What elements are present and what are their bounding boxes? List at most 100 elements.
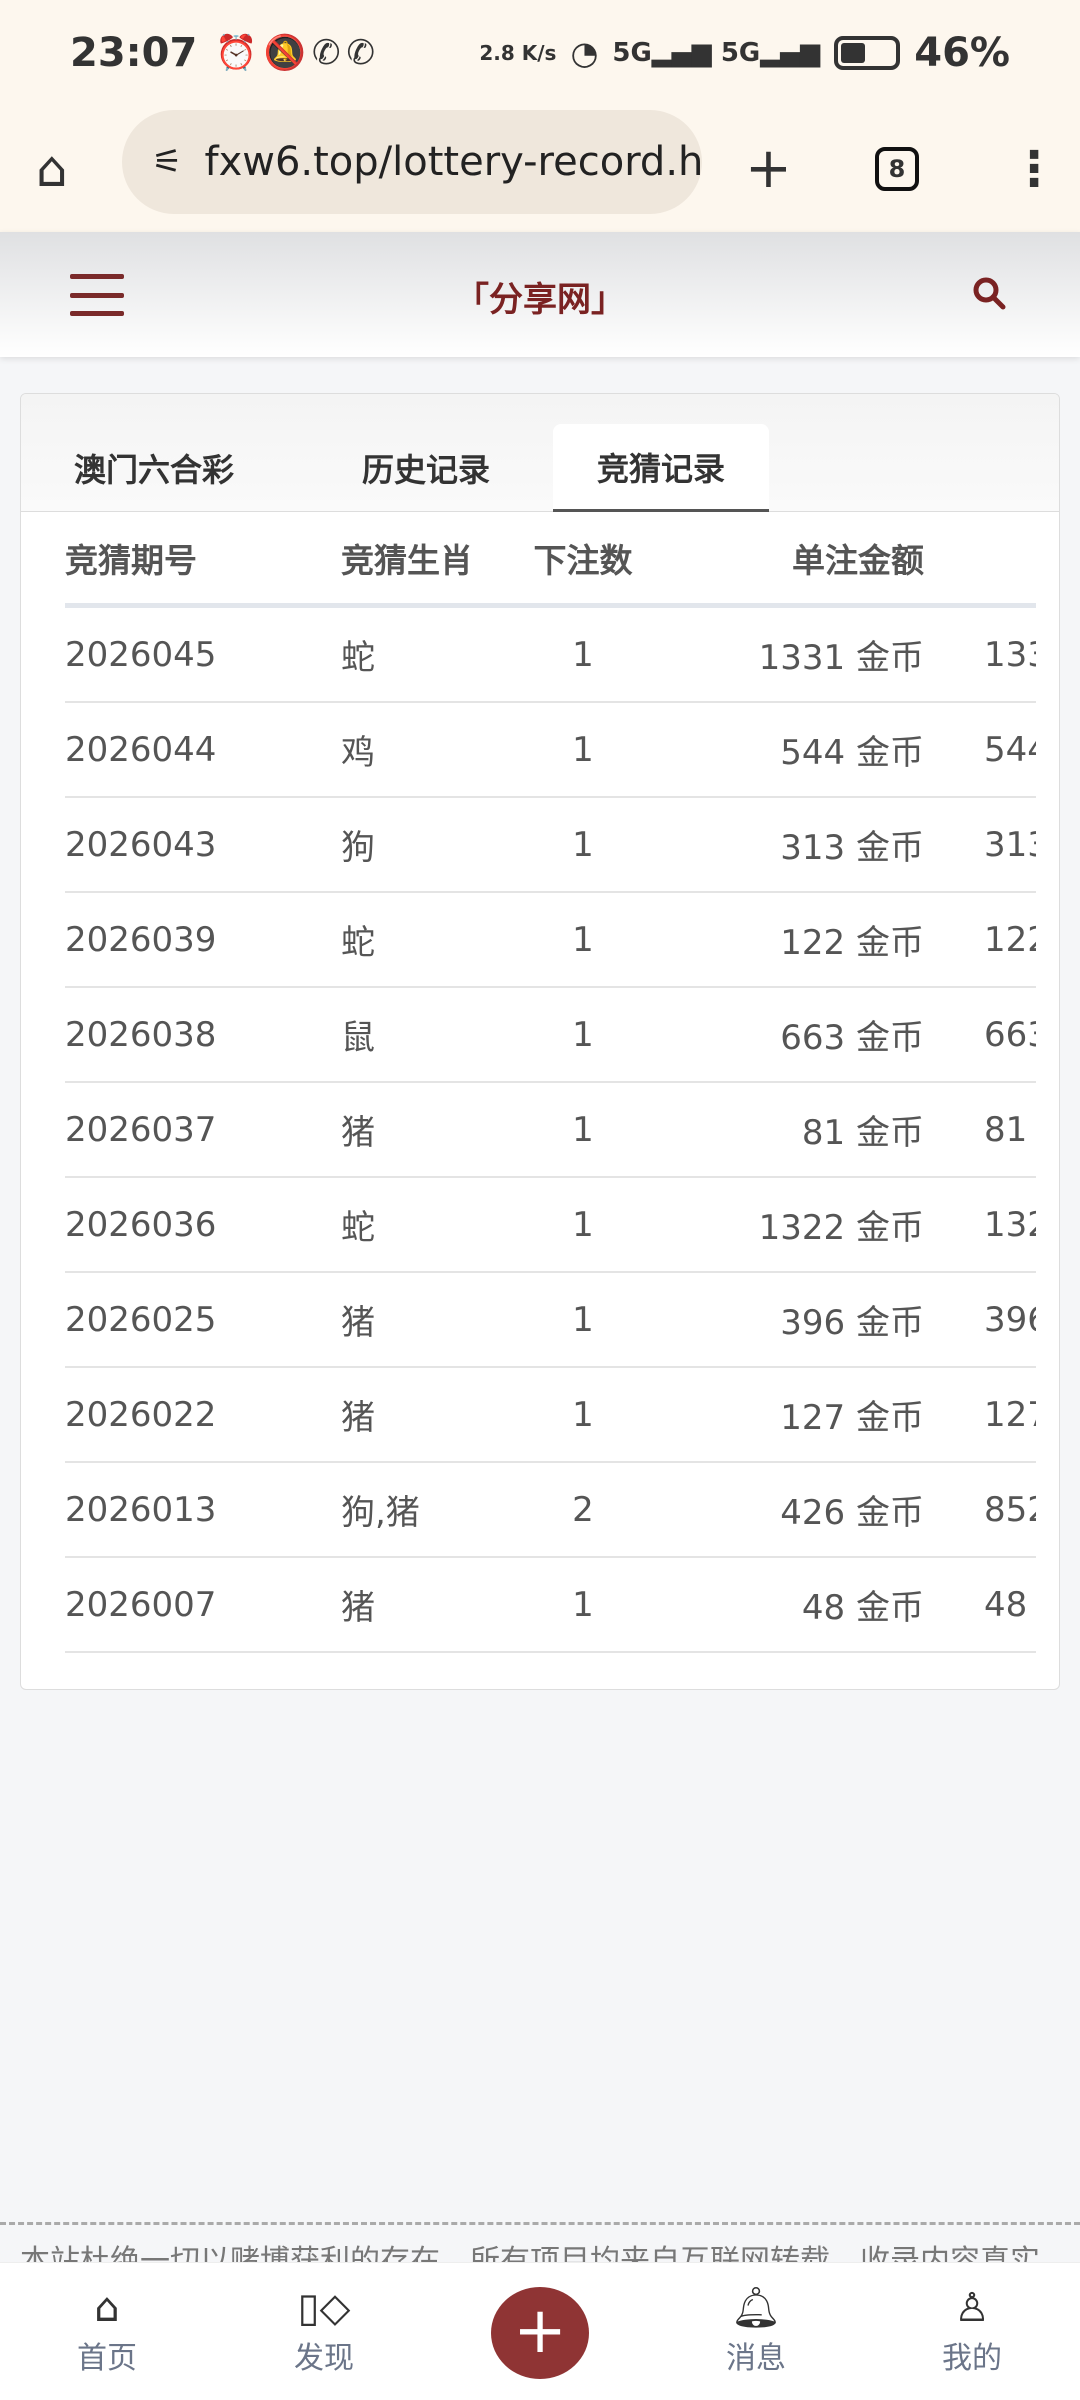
tab-macau-lottery[interactable]: 澳门六合彩 bbox=[73, 451, 234, 489]
table-row: 2026037 猪 1 81 金币 81 bbox=[65, 1083, 1036, 1178]
new-tab-icon[interactable]: + bbox=[745, 136, 792, 201]
cell-unit-amount: 663 金币 bbox=[780, 1018, 924, 1058]
tab-bar: 澳门六合彩 历史记录 竞猜记录 bbox=[21, 394, 1059, 512]
cell-period: 2026038 bbox=[65, 1014, 217, 1055]
cell-zodiac: 鸡 bbox=[341, 733, 375, 773]
bottom-nav: ⌂ 首页 ▯◇ 发现 + 🔔︎ 消息 ♙ 我的 bbox=[0, 2262, 1080, 2400]
nav-home-label: 首页 bbox=[77, 2341, 137, 2376]
tab-guess-records[interactable]: 竞猜记录 bbox=[553, 424, 769, 512]
cell-period: 2026037 bbox=[65, 1109, 217, 1150]
cell-total: 122 bbox=[984, 919, 1036, 960]
table-header: 竞猜期号 竞猜生肖 下注数 单注金额 bbox=[65, 512, 1036, 608]
cell-unit-amount: 122 金币 bbox=[780, 923, 924, 963]
apps-icon: ▯◇ bbox=[297, 2285, 351, 2331]
cell-bet-count: 2 bbox=[572, 1489, 594, 1530]
cell-bet-count: 1 bbox=[572, 1204, 594, 1245]
battery-level: 46% bbox=[914, 29, 1010, 76]
footer-divider bbox=[0, 2222, 1080, 2225]
cell-total: 396 bbox=[984, 1299, 1036, 1340]
cell-unit-amount: 127 金币 bbox=[780, 1398, 924, 1438]
table-row: 2026038 鼠 1 663 金币 663 bbox=[65, 988, 1036, 1083]
cell-unit-amount: 48 金币 bbox=[801, 1588, 924, 1628]
nav-messages[interactable]: 🔔︎ 消息 bbox=[696, 2283, 816, 2377]
cell-period: 2026025 bbox=[65, 1299, 217, 1340]
table-row: 2026013 狗,猪 2 426 金币 852 bbox=[65, 1463, 1036, 1558]
cell-bet-count: 1 bbox=[572, 1394, 594, 1435]
status-bar: 23:07 ⏰🔕✆✆ 2.8 K/s ◔ 5G▂▄▆ 5G▂▄▆ 46% bbox=[0, 0, 1080, 105]
cell-bet-count: 1 bbox=[572, 634, 594, 675]
notification-icons: ⏰🔕✆✆ bbox=[215, 32, 381, 73]
tab-switcher-button[interactable]: 8 bbox=[875, 146, 919, 191]
nav-discover[interactable]: ▯◇ 发现 bbox=[264, 2283, 384, 2377]
cell-total: 1322 bbox=[984, 1204, 1036, 1245]
header-period: 竞猜期号 bbox=[65, 540, 197, 580]
browser-toolbar: ⌂ ⚟ fxw6.top/lottery-record.ht + 8 ⋮ bbox=[0, 105, 1080, 232]
cell-total: 1331 bbox=[984, 634, 1036, 675]
cell-unit-amount: 426 金币 bbox=[780, 1493, 924, 1533]
header-zodiac: 竞猜生肖 bbox=[341, 540, 473, 580]
cell-total: 313 bbox=[984, 824, 1036, 865]
site-header: 「分享网」 bbox=[0, 232, 1080, 357]
cell-total: 663 bbox=[984, 1014, 1036, 1055]
table-row: 2026007 猪 1 48 金币 48 bbox=[65, 1558, 1036, 1653]
cell-bet-count: 1 bbox=[572, 1584, 594, 1625]
more-menu-icon[interactable]: ⋮ bbox=[1010, 140, 1058, 197]
records-table: 竞猜期号 竞猜生肖 下注数 单注金额 2026045 蛇 1 1331 金币 1331 2… bbox=[65, 512, 1036, 1653]
battery-icon bbox=[834, 35, 901, 70]
table-row: 2026036 蛇 1 1322 金币 1322 bbox=[65, 1178, 1036, 1273]
wifi-icon: ◔ bbox=[570, 33, 599, 72]
cell-period: 2026044 bbox=[65, 729, 217, 770]
nav-messages-label: 消息 bbox=[726, 2341, 786, 2376]
nav-discover-label: 发现 bbox=[294, 2341, 354, 2376]
cell-period: 2026036 bbox=[65, 1204, 217, 1245]
add-button[interactable]: + bbox=[491, 2287, 589, 2379]
cell-unit-amount: 544 金币 bbox=[780, 733, 924, 773]
cell-bet-count: 1 bbox=[572, 729, 594, 770]
cell-period: 2026043 bbox=[65, 824, 217, 865]
cell-zodiac: 猪 bbox=[341, 1398, 375, 1438]
cell-zodiac: 鼠 bbox=[341, 1018, 375, 1058]
nav-home[interactable]: ⌂ 首页 bbox=[47, 2283, 167, 2377]
cell-period: 2026022 bbox=[65, 1394, 217, 1435]
table-row: 2026039 蛇 1 122 金币 122 bbox=[65, 893, 1036, 988]
cell-period: 2026039 bbox=[65, 919, 217, 960]
cell-unit-amount: 1331 金币 bbox=[758, 638, 924, 678]
net-speed: 2.8 K/s bbox=[479, 40, 557, 65]
user-icon: ♙ bbox=[954, 2285, 990, 2331]
table-row: 2026022 猪 1 127 金币 127 bbox=[65, 1368, 1036, 1463]
cell-bet-count: 1 bbox=[572, 919, 594, 960]
cell-period: 2026013 bbox=[65, 1489, 217, 1530]
signal-icon: 5G▂▄▆ 5G▂▄▆ bbox=[612, 37, 821, 68]
bell-icon: 🔔︎ bbox=[730, 2285, 782, 2331]
cell-zodiac: 蛇 bbox=[341, 1208, 375, 1248]
cell-total: 544 bbox=[984, 729, 1036, 770]
tab-history[interactable]: 历史记录 bbox=[361, 451, 490, 489]
cell-unit-amount: 396 金币 bbox=[780, 1303, 924, 1343]
cell-period: 2026045 bbox=[65, 634, 217, 675]
clock: 23:07 bbox=[70, 29, 198, 76]
cell-zodiac: 猪 bbox=[341, 1303, 375, 1343]
url-text: fxw6.top/lottery-record.ht bbox=[204, 139, 702, 185]
cell-total: 127 bbox=[984, 1394, 1036, 1435]
cell-bet-count: 1 bbox=[572, 824, 594, 865]
cell-unit-amount: 81 金币 bbox=[801, 1113, 924, 1153]
site-settings-icon[interactable]: ⚟ bbox=[152, 142, 183, 182]
nav-profile[interactable]: ♙ 我的 bbox=[912, 2283, 1032, 2377]
table-row: 2026025 猪 1 396 金币 396 bbox=[65, 1273, 1036, 1368]
cell-bet-count: 1 bbox=[572, 1109, 594, 1150]
hamburger-menu-icon[interactable] bbox=[70, 274, 124, 316]
cell-bet-count: 1 bbox=[572, 1014, 594, 1055]
footer-disclaimer: 本站杜绝一切以赌博获利的存在，所有项目均来自互联网转载，收录内容真实 bbox=[20, 2244, 1040, 2262]
home-icon[interactable]: ⌂ bbox=[36, 139, 68, 198]
search-icon[interactable] bbox=[972, 276, 1006, 310]
cell-total: 852 bbox=[984, 1489, 1036, 1530]
address-bar[interactable]: ⚟ fxw6.top/lottery-record.ht bbox=[122, 110, 702, 214]
site-title: 「分享网」 bbox=[455, 280, 625, 320]
cell-bet-count: 1 bbox=[572, 1299, 594, 1340]
cell-total: 81 bbox=[984, 1109, 1028, 1150]
cell-unit-amount: 1322 金币 bbox=[758, 1208, 924, 1248]
cell-unit-amount: 313 金币 bbox=[780, 828, 924, 868]
table-row: 2026044 鸡 1 544 金币 544 bbox=[65, 703, 1036, 798]
cell-total: 48 bbox=[984, 1584, 1028, 1625]
cell-zodiac: 蛇 bbox=[341, 638, 375, 678]
